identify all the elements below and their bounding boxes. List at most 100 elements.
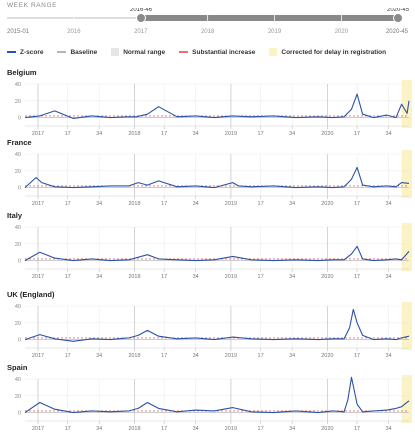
y-tick-label: 40 xyxy=(15,225,21,231)
x-tick-label: 17 xyxy=(258,131,264,135)
x-tick-label: 2020 xyxy=(321,201,333,205)
x-tick-label: 2019 xyxy=(225,353,237,357)
x-tick-label: 34 xyxy=(193,131,199,135)
week-range-slider[interactable]: 2016 2017 2018 2019 2020 2016-46 2020-45 201… xyxy=(0,8,415,38)
x-tick-label: 17 xyxy=(354,426,360,432)
x-tick-label: 2018 xyxy=(128,353,140,357)
slider-handle-end-label: 2020-45 xyxy=(387,8,410,13)
slider-year-label: 2019 xyxy=(268,29,282,35)
chart-title-italy: Italy xyxy=(7,211,23,220)
y-tick-label: 20 xyxy=(15,242,21,248)
x-tick-label: 2018 xyxy=(128,131,140,135)
x-tick-label: 2017 xyxy=(32,131,44,135)
chart-uk-england: 0 20 40 2017 17 34 2018 17 34 2019 17 34 2020 17 34 xyxy=(15,302,412,357)
x-tick-label: 17 xyxy=(258,426,264,432)
chart-spain: 0 20 40 2017 17 34 2018 17 34 2019 17 34 2020 17 34 xyxy=(15,375,412,432)
corrected-delay-region xyxy=(401,223,412,271)
legend-normal-range-label: Normal range xyxy=(123,48,166,56)
slider-start-label: 2015-01 xyxy=(7,29,30,35)
x-tick-label: 2017 xyxy=(32,426,44,432)
x-tick-label: 34 xyxy=(193,274,199,278)
x-tick-label: 34 xyxy=(96,201,102,205)
x-tick-label: 17 xyxy=(354,353,360,357)
week-range-title: WEEK RANGE xyxy=(7,2,58,9)
x-tick-label: 17 xyxy=(65,426,71,432)
x-tick-label: 34 xyxy=(193,426,199,432)
y-tick-label: 20 xyxy=(15,169,21,175)
zscore-series-line xyxy=(24,166,410,189)
chart-france: 0 20 40 2017 17 34 2018 17 34 2019 17 34 2020 17 34 xyxy=(15,150,412,205)
legend-substantial-increase[interactable]: Substantial increase xyxy=(179,49,255,56)
normal-range-swatch xyxy=(111,48,120,56)
x-tick-label: 34 xyxy=(96,426,102,432)
y-tick-label: 0 xyxy=(18,411,21,417)
x-tick-label: 34 xyxy=(386,201,392,205)
y-tick-label: 0 xyxy=(18,186,21,192)
x-tick-label: 34 xyxy=(386,274,392,278)
chart-italy: 0 20 40 2017 17 34 2018 17 34 2019 17 34 2020 17 34 xyxy=(15,223,412,278)
x-tick-label: 2017 xyxy=(32,201,44,205)
x-tick-label: 2017 xyxy=(32,274,44,278)
x-tick-label: 34 xyxy=(289,353,295,357)
x-tick-label: 34 xyxy=(386,426,392,432)
x-tick-label: 17 xyxy=(354,274,360,278)
y-tick-label: 0 xyxy=(18,259,21,265)
legend-normal-range[interactable]: Normal range xyxy=(111,48,165,56)
x-tick-label: 17 xyxy=(258,201,264,205)
x-tick-label: 17 xyxy=(161,131,167,135)
x-tick-label: 34 xyxy=(289,131,295,135)
slider-handle-end[interactable] xyxy=(393,13,403,23)
x-tick-label: 17 xyxy=(65,131,71,135)
chart-title-spain: Spain xyxy=(7,363,28,372)
legend-corrected[interactable]: Corrected for delay in registration xyxy=(269,48,386,56)
x-tick-label: 2020 xyxy=(321,353,333,357)
zscore-series-line xyxy=(24,376,410,414)
x-tick-label: 2019 xyxy=(225,201,237,205)
x-tick-label: 2018 xyxy=(128,274,140,278)
x-tick-label: 17 xyxy=(65,201,71,205)
chart-title-uk-england: UK (England) xyxy=(7,290,55,299)
chart-title-belgium: Belgium xyxy=(7,68,37,77)
x-tick-label: 34 xyxy=(96,353,102,357)
zscore-series-line xyxy=(24,93,410,119)
corrected-delay-region xyxy=(401,302,412,350)
x-tick-label: 2019 xyxy=(225,426,237,432)
slider-year-label: 2017 xyxy=(134,29,148,35)
x-tick-label: 2020 xyxy=(321,426,333,432)
x-tick-label: 17 xyxy=(354,131,360,135)
y-tick-label: 20 xyxy=(15,99,21,105)
x-tick-label: 34 xyxy=(96,274,102,278)
x-tick-label: 2018 xyxy=(128,201,140,205)
y-tick-label: 20 xyxy=(15,321,21,327)
legend-baseline-label: Baseline xyxy=(70,48,98,56)
x-tick-label: 17 xyxy=(65,274,71,278)
x-tick-label: 34 xyxy=(289,426,295,432)
chart-belgium: 0 20 40 2017 17 34 2018 17 34 2019 17 34 2020 17 34 xyxy=(15,80,412,135)
x-tick-label: 34 xyxy=(386,353,392,357)
corrected-swatch xyxy=(269,48,278,56)
x-tick-label: 34 xyxy=(289,201,295,205)
x-tick-label: 2020 xyxy=(321,131,333,135)
zscore-swatch xyxy=(7,51,16,53)
x-tick-label: 34 xyxy=(289,274,295,278)
y-tick-label: 40 xyxy=(15,152,21,158)
y-tick-label: 0 xyxy=(18,116,21,122)
x-tick-label: 2020 xyxy=(321,274,333,278)
x-tick-label: 17 xyxy=(258,274,264,278)
y-tick-label: 40 xyxy=(15,377,21,383)
x-tick-label: 17 xyxy=(161,426,167,432)
legend-zscore[interactable]: Z-score xyxy=(7,49,43,56)
x-tick-label: 17 xyxy=(258,353,264,357)
corrected-delay-region xyxy=(401,150,412,198)
x-tick-label: 17 xyxy=(161,274,167,278)
x-tick-label: 34 xyxy=(193,201,199,205)
x-tick-label: 2017 xyxy=(32,353,44,357)
corrected-delay-region xyxy=(401,80,412,128)
slider-handle-start[interactable] xyxy=(136,13,146,23)
legend-baseline[interactable]: Baseline xyxy=(57,49,97,56)
x-tick-label: 2019 xyxy=(225,274,237,278)
x-tick-label: 34 xyxy=(193,353,199,357)
y-tick-label: 40 xyxy=(15,304,21,310)
slider-year-label: 2016 xyxy=(67,29,81,35)
legend-substantial-increase-label: Substantial increase xyxy=(192,48,256,56)
